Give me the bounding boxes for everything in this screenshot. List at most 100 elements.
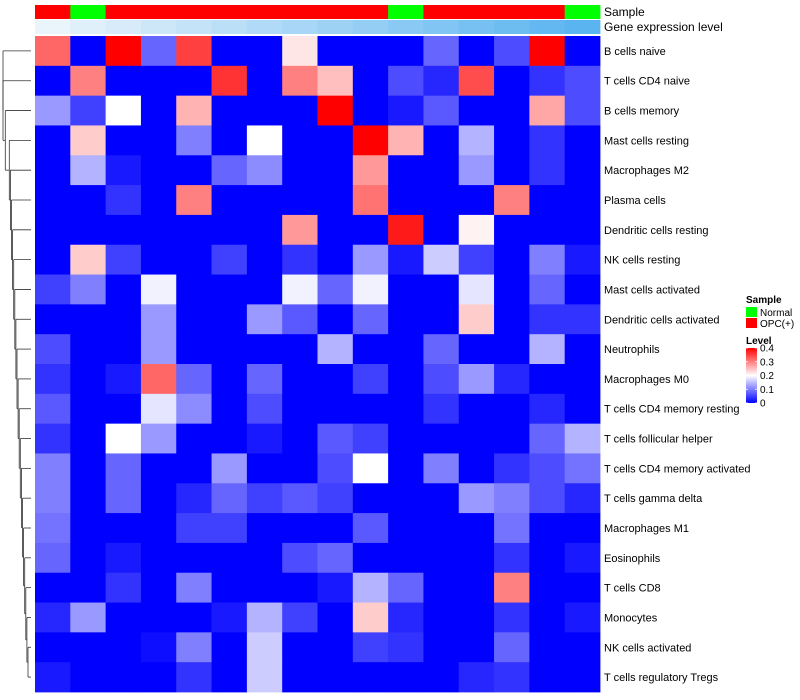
heatmap-cell — [564, 65, 601, 97]
expression-annotation-cell — [317, 20, 354, 34]
sample-annotation-cell — [70, 5, 107, 19]
heatmap-cell — [423, 244, 460, 275]
heatmap-cell — [140, 513, 177, 544]
heatmap-cell — [494, 65, 530, 97]
heatmap-cell — [246, 364, 283, 395]
heatmap-cell — [529, 453, 566, 484]
heatmap-cell — [35, 483, 71, 514]
heatmap-cell — [564, 423, 601, 454]
heatmap-cell — [317, 513, 354, 544]
heatmap-cell — [458, 632, 495, 663]
heatmap-cell — [211, 513, 248, 544]
heatmap-cell — [423, 274, 460, 305]
heatmap-cell — [458, 393, 495, 425]
heatmap-cell — [494, 274, 530, 305]
heatmap-cell — [388, 423, 424, 454]
heatmap-cell — [246, 542, 283, 574]
heatmap-cell — [564, 513, 601, 544]
heatmap-cell — [494, 453, 530, 484]
heatmap-cell — [211, 483, 248, 514]
heatmap-cell — [282, 572, 318, 603]
heatmap-cell — [564, 274, 601, 305]
heatmap-cell — [564, 572, 601, 603]
sample-annotation-cell — [35, 5, 71, 19]
heatmap-cell — [352, 513, 389, 544]
heatmap-cell — [494, 542, 530, 574]
heatmap-cell — [458, 155, 495, 186]
heatmap-cell — [282, 155, 318, 186]
heatmap-cell — [388, 542, 424, 574]
heatmap-cell — [176, 274, 212, 305]
heatmap-cell — [246, 244, 283, 275]
heatmap-cell — [35, 423, 71, 454]
heatmap-cell — [211, 602, 248, 633]
heatmap-cell — [317, 364, 354, 395]
heatmap-cell — [494, 95, 530, 126]
heatmap-cell — [105, 393, 142, 425]
heatmap-cell — [388, 453, 424, 484]
heatmap-cell — [352, 185, 389, 216]
sample-annotation-cell — [211, 5, 248, 19]
heatmap-cell — [140, 274, 177, 305]
heatmap-cell — [105, 602, 142, 633]
heatmap-cell — [458, 304, 495, 335]
heatmap-cell — [317, 65, 354, 97]
heatmap-cell — [105, 542, 142, 574]
heatmap-cell — [176, 244, 212, 275]
heatmap-cell — [423, 185, 460, 216]
row-label: Mast cells resting — [604, 135, 689, 147]
heatmap-cell — [140, 572, 177, 603]
heatmap-cell — [388, 602, 424, 633]
heatmap-cell — [35, 364, 71, 395]
heatmap-cell — [35, 334, 71, 365]
heatmap-cell — [35, 632, 71, 663]
heatmap-cell — [388, 393, 424, 425]
heatmap-cell — [140, 155, 177, 186]
heatmap-cell — [282, 304, 318, 335]
heatmap-cell — [282, 274, 318, 305]
heatmap-cell — [282, 662, 318, 693]
heatmap-cells — [35, 36, 601, 693]
level-colorbar — [746, 348, 757, 403]
heatmap-cell — [35, 125, 71, 156]
heatmap-cell — [246, 662, 283, 693]
heatmap-cell — [176, 483, 212, 514]
heatmap-cell — [105, 95, 142, 126]
heatmap-cell — [564, 393, 601, 425]
row-label: NK cells activated — [604, 642, 691, 654]
heatmap-cell — [423, 393, 460, 425]
heatmap-cell — [282, 423, 318, 454]
sample-legend-swatch — [746, 318, 757, 328]
heatmap-cell — [317, 214, 354, 246]
heatmap-cell — [140, 36, 177, 67]
heatmap-cell — [388, 95, 424, 126]
heatmap-cell — [140, 334, 177, 365]
heatmap-cell — [494, 364, 530, 395]
level-tick-label: 0.4 — [760, 344, 774, 355]
heatmap-cell — [282, 95, 318, 126]
heatmap-cell — [35, 572, 71, 603]
heatmap-cell — [176, 393, 212, 425]
heatmap-cell — [317, 334, 354, 365]
heatmap-cell — [458, 334, 495, 365]
heatmap-cell — [70, 393, 107, 425]
heatmap-cell — [388, 513, 424, 544]
heatmap-cell — [176, 513, 212, 544]
row-label: T cells CD4 memory activated — [604, 463, 751, 475]
heatmap-cell — [458, 214, 495, 246]
heatmap-cell — [317, 602, 354, 633]
heatmap-cell — [352, 36, 389, 67]
heatmap-cell — [458, 453, 495, 484]
heatmap-cell — [494, 393, 530, 425]
sample-annotation-cell — [140, 5, 177, 19]
heatmap-cell — [529, 65, 566, 97]
heatmap-cell — [211, 453, 248, 484]
sample-legend-title: Sample — [746, 295, 782, 306]
heatmap-cell — [388, 274, 424, 305]
heatmap-cell — [352, 364, 389, 395]
heatmap-cell — [423, 125, 460, 156]
row-label: Monocytes — [604, 612, 658, 624]
heatmap-cell — [352, 155, 389, 186]
expression-annotation-cell — [388, 20, 424, 34]
